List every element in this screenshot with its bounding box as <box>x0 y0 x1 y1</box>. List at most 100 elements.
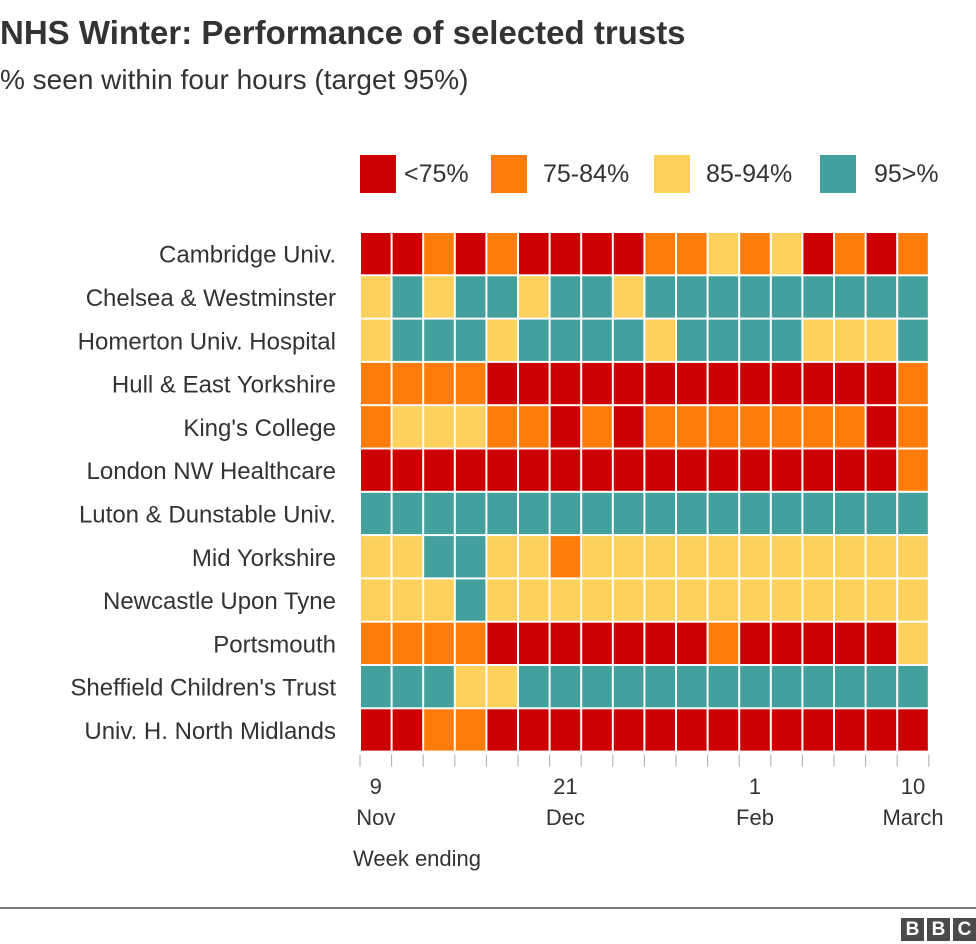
heatmap-cell <box>582 492 612 535</box>
heatmap-cell <box>424 666 454 708</box>
heatmap-cell <box>487 233 517 275</box>
heatmap-cell <box>424 709 454 751</box>
heatmap-cell <box>645 579 675 621</box>
heatmap-cell <box>898 536 928 578</box>
heatmap-cell <box>740 622 770 664</box>
heatmap-cell <box>519 319 549 361</box>
heatmap-cell <box>708 449 739 491</box>
heatmap-cell <box>582 233 612 275</box>
heatmap-cell <box>645 233 675 275</box>
heatmap-cell <box>803 276 833 318</box>
heatmap-cell <box>898 492 928 535</box>
heatmap-cell <box>708 666 739 708</box>
row-labels: Cambridge Univ. Chelsea & Westminster Home… <box>70 242 336 745</box>
row-label: Hull & East Yorkshire <box>112 372 336 399</box>
heatmap-cell <box>708 579 739 621</box>
heatmap-cell <box>613 709 644 751</box>
heatmap-cell <box>866 449 897 491</box>
heatmap-cell <box>455 276 486 318</box>
heatmap-cell <box>455 362 486 405</box>
row-label: Homerton Univ. Hospital <box>78 328 336 355</box>
heatmap-cell <box>582 406 612 448</box>
heatmap-cell <box>550 406 581 448</box>
heatmap-cell <box>582 319 612 361</box>
heatmap-cell <box>424 233 454 275</box>
heatmap-cell <box>898 406 928 448</box>
heatmap-cell <box>455 233 486 275</box>
heatmap-cell <box>613 406 644 448</box>
heatmap-cell <box>361 406 391 448</box>
heatmap-cell <box>550 622 581 664</box>
legend-label: 95>% <box>874 160 939 188</box>
heatmap-cell <box>866 362 897 405</box>
x-tick-month-label: Nov <box>356 805 395 830</box>
heatmap-cell <box>803 666 833 708</box>
heatmap-cell <box>424 276 454 318</box>
heatmap-cell <box>835 449 865 491</box>
heatmap-cell <box>803 233 833 275</box>
heatmap-cell <box>708 362 739 405</box>
footer-divider <box>0 907 976 909</box>
heatmap-cell <box>487 319 517 361</box>
heatmap-cell <box>424 362 454 405</box>
heatmap-cell <box>866 579 897 621</box>
legend-swatch <box>654 155 690 193</box>
heatmap-cell <box>424 449 454 491</box>
heatmap-cell <box>835 622 865 664</box>
heatmap-cell <box>740 362 770 405</box>
heatmap-cell <box>898 319 928 361</box>
heatmap-cell <box>898 276 928 318</box>
heatmap-cell <box>771 276 802 318</box>
heatmap-cell <box>677 449 707 491</box>
heatmap-cell <box>740 233 770 275</box>
heatmap-cell <box>771 709 802 751</box>
heatmap-cell <box>487 579 517 621</box>
heatmap-cell <box>392 233 423 275</box>
heatmap-cell <box>866 233 897 275</box>
heatmap-cell <box>613 449 644 491</box>
heatmap-cell <box>487 666 517 708</box>
heatmap-cell <box>487 492 517 535</box>
heatmap-cell <box>708 319 739 361</box>
heatmap-cell <box>771 536 802 578</box>
heatmap-cell <box>613 536 644 578</box>
heatmap-cell <box>866 319 897 361</box>
heatmap-cell <box>866 492 897 535</box>
heatmap-cell <box>645 666 675 708</box>
heatmap-cell <box>519 709 549 751</box>
heatmap-cell <box>835 319 865 361</box>
x-tick-label: 10 <box>901 774 925 799</box>
heatmap-cell <box>803 622 833 664</box>
heatmap-cell <box>835 233 865 275</box>
heatmap-cell <box>392 579 423 621</box>
legend-swatch <box>820 155 856 193</box>
heatmap-cell <box>677 233 707 275</box>
heatmap-cell <box>866 622 897 664</box>
heatmap-cell <box>740 276 770 318</box>
heatmap-cell <box>550 233 581 275</box>
heatmap-cell <box>550 536 581 578</box>
heatmap-cell <box>645 362 675 405</box>
heatmap-cell <box>550 579 581 621</box>
heatmap-cell <box>487 536 517 578</box>
heatmap-cell <box>677 319 707 361</box>
row-label: Sheffield Children's Trust <box>70 675 336 702</box>
heatmap-cell <box>771 319 802 361</box>
heatmap-cell <box>613 319 644 361</box>
heatmap-cell <box>487 709 517 751</box>
heatmap-cell <box>898 449 928 491</box>
heatmap-cell <box>645 709 675 751</box>
legend-swatch <box>491 155 527 193</box>
heatmap-cell <box>519 449 549 491</box>
heatmap-cell <box>740 406 770 448</box>
heatmap-cell <box>645 449 675 491</box>
heatmap-cell <box>613 622 644 664</box>
heatmap-cell <box>771 233 802 275</box>
heatmap-cell <box>361 536 391 578</box>
legend-swatch <box>360 155 396 193</box>
heatmap-cell <box>424 406 454 448</box>
heatmap-cell <box>803 709 833 751</box>
heatmap-cell <box>455 709 486 751</box>
heatmap-cell <box>613 492 644 535</box>
heatmap-cell <box>645 276 675 318</box>
